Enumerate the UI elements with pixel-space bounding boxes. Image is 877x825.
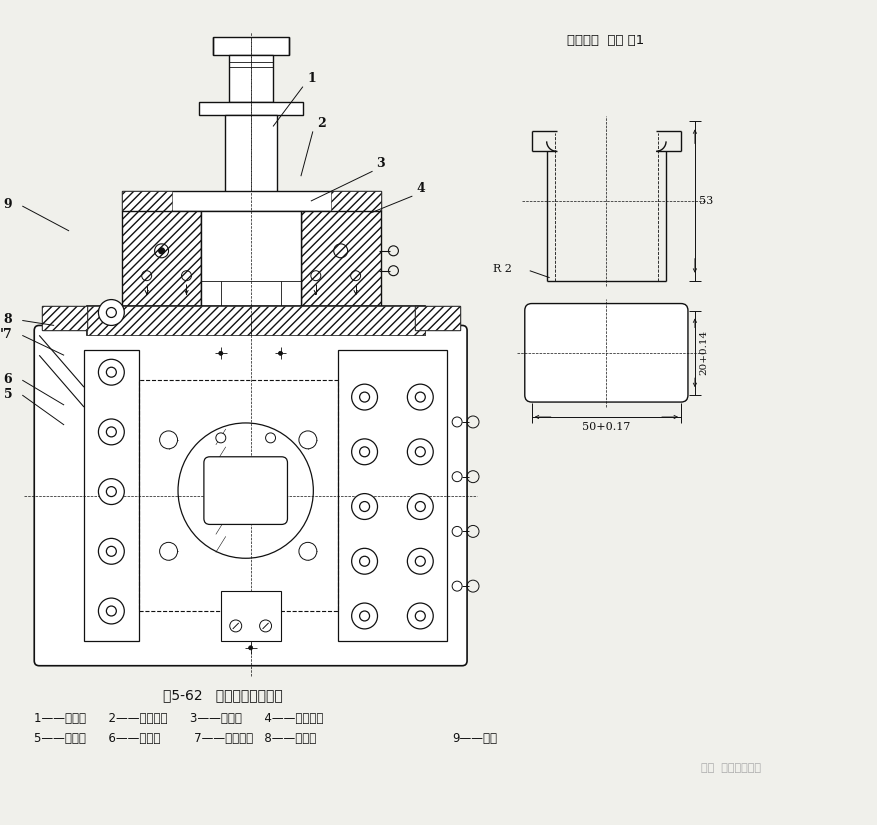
- Text: '7: '7: [0, 328, 12, 341]
- Text: 53: 53: [699, 196, 713, 206]
- Text: 5: 5: [4, 388, 12, 401]
- Circle shape: [352, 549, 377, 574]
- Text: 8: 8: [4, 313, 12, 326]
- Bar: [199, 101, 303, 115]
- Bar: [416, 305, 460, 331]
- Bar: [301, 211, 381, 305]
- Circle shape: [408, 439, 433, 464]
- Text: 9: 9: [4, 197, 12, 210]
- Bar: [221, 591, 281, 641]
- Text: 4: 4: [417, 182, 425, 195]
- Circle shape: [352, 439, 377, 464]
- Bar: [229, 54, 273, 101]
- Circle shape: [360, 447, 369, 457]
- Circle shape: [416, 502, 425, 512]
- Circle shape: [416, 392, 425, 402]
- Text: 1——凸模；      2——定位板；      3——托板；      4——固定板；: 1——凸模； 2——定位板； 3——托板； 4——固定板；: [34, 712, 324, 725]
- Circle shape: [106, 308, 117, 318]
- Circle shape: [216, 433, 225, 443]
- Circle shape: [106, 606, 117, 616]
- Bar: [42, 305, 87, 331]
- Bar: [225, 115, 277, 196]
- Bar: [301, 211, 381, 305]
- Circle shape: [160, 542, 177, 560]
- Circle shape: [106, 487, 117, 497]
- FancyBboxPatch shape: [34, 325, 467, 666]
- Text: 1: 1: [308, 72, 317, 85]
- Text: 图5-62   移动式凹模拉伸模: 图5-62 移动式凹模拉伸模: [163, 689, 283, 703]
- Circle shape: [160, 431, 177, 449]
- Circle shape: [279, 351, 282, 356]
- FancyBboxPatch shape: [524, 304, 688, 402]
- Text: 2: 2: [317, 117, 325, 130]
- Bar: [84, 351, 139, 641]
- Bar: [122, 211, 202, 305]
- Circle shape: [408, 384, 433, 410]
- Bar: [331, 191, 381, 211]
- Bar: [122, 191, 381, 211]
- Bar: [87, 305, 425, 336]
- Text: 6: 6: [4, 373, 12, 385]
- Circle shape: [352, 384, 377, 410]
- Text: R 2: R 2: [493, 264, 512, 274]
- Circle shape: [106, 546, 117, 556]
- Circle shape: [299, 431, 317, 449]
- Circle shape: [416, 556, 425, 566]
- Circle shape: [219, 351, 223, 356]
- FancyBboxPatch shape: [203, 457, 288, 525]
- Circle shape: [408, 603, 433, 629]
- Bar: [87, 305, 425, 336]
- Circle shape: [98, 299, 125, 325]
- Bar: [202, 211, 301, 305]
- Circle shape: [408, 549, 433, 574]
- Text: 50+0.17: 50+0.17: [582, 422, 631, 432]
- Text: 制件材料  黄铜 厚1: 制件材料 黄铜 厚1: [567, 34, 644, 47]
- Bar: [122, 191, 172, 211]
- Text: 知乎  冲压模具设计: 知乎 冲压模具设计: [701, 763, 761, 773]
- Circle shape: [106, 367, 117, 377]
- Text: 20+0.14: 20+0.14: [699, 330, 708, 375]
- Bar: [42, 305, 87, 331]
- Circle shape: [360, 502, 369, 512]
- Bar: [122, 211, 202, 305]
- Circle shape: [98, 539, 125, 564]
- Circle shape: [416, 611, 425, 621]
- Circle shape: [159, 248, 165, 254]
- Circle shape: [360, 392, 369, 402]
- Circle shape: [360, 611, 369, 621]
- Circle shape: [299, 542, 317, 560]
- Text: 5——接套；      6——手把；         7——刮料板；   8——导板；: 5——接套； 6——手把； 7——刮料板； 8——导板；: [34, 732, 317, 745]
- Circle shape: [249, 646, 253, 650]
- Circle shape: [266, 433, 275, 443]
- Circle shape: [98, 598, 125, 624]
- Bar: [416, 305, 460, 331]
- Bar: [213, 37, 289, 54]
- Text: 3: 3: [376, 158, 385, 170]
- Text: 9——凸模: 9——凸模: [453, 732, 497, 745]
- Circle shape: [360, 556, 369, 566]
- Circle shape: [98, 478, 125, 505]
- Circle shape: [416, 447, 425, 457]
- Circle shape: [106, 427, 117, 437]
- Circle shape: [352, 493, 377, 520]
- Bar: [139, 380, 338, 611]
- Bar: [527, 305, 686, 400]
- Circle shape: [98, 419, 125, 445]
- Bar: [338, 351, 447, 641]
- Circle shape: [408, 493, 433, 520]
- Circle shape: [352, 603, 377, 629]
- Circle shape: [98, 359, 125, 385]
